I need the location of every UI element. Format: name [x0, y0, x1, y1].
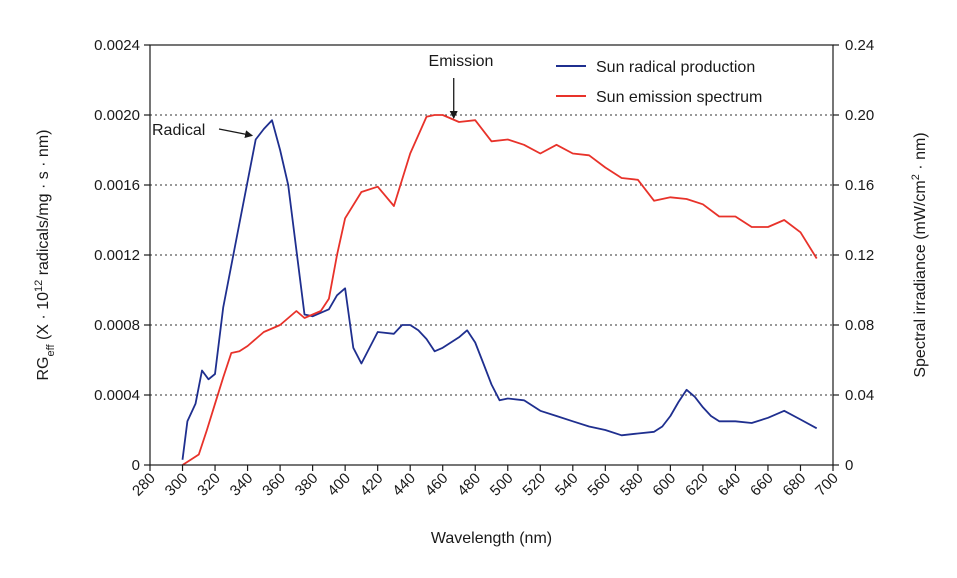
legend-label-emission: Sun emission spectrum — [596, 89, 762, 106]
y-right-tick-label: 0.16 — [845, 177, 874, 194]
x-tick-label: 340 — [227, 470, 257, 500]
y-right-tick-label: 0.12 — [845, 247, 874, 264]
x-tick-label: 420 — [357, 470, 387, 500]
x-tick-label: 620 — [682, 470, 712, 500]
x-tick-label: 320 — [194, 470, 224, 500]
y-axis-right-title: Spectral irradiance (mW/cm2 · nm) — [910, 132, 929, 377]
y-axis-left-title: RGeff (X · 1012 radicals/mg · s · nm) — [33, 130, 57, 381]
x-tick-label: 280 — [129, 470, 159, 500]
y-left-tick-label: 0.0012 — [94, 247, 140, 264]
legend-label-radical: Sun radical production — [596, 59, 755, 76]
y-left-sup: 12 — [33, 280, 45, 292]
legend: Sun radical production Sun emission spec… — [556, 59, 762, 106]
annotation-radical-arrow — [218, 128, 254, 139]
y-left-tick-label: 0.0020 — [94, 107, 140, 124]
series-layer — [181, 114, 818, 466]
y-left-tick-label: 0.0016 — [94, 177, 140, 194]
x-tick-label: 440 — [389, 470, 419, 500]
x-tick-label: 480 — [454, 470, 484, 500]
series-line-emission — [182, 114, 818, 466]
y-left-tick-label: 0 — [132, 457, 140, 474]
y-right-sup: 2 — [910, 174, 922, 180]
x-tick-label: 380 — [292, 470, 322, 500]
x-tick-label: 640 — [715, 470, 745, 500]
y-right-tick-label: 0.08 — [845, 317, 874, 334]
annotation-emission: Emission — [429, 53, 494, 119]
x-tick-label: 540 — [552, 470, 582, 500]
x-tick-label: 580 — [617, 470, 647, 500]
y-left-text-after: radicals/mg · s · nm) — [35, 130, 52, 280]
y-left-base: RG — [35, 357, 52, 381]
y-right-tick-label: 0.04 — [845, 387, 874, 404]
y-right-tick-label: 0.20 — [845, 107, 874, 124]
y-right-text: Spectral irradiance (mW/cm — [912, 180, 929, 377]
x-tick-label: 400 — [324, 470, 354, 500]
x-tick-label: 300 — [162, 470, 192, 500]
x-axis-title: Wavelength (nm) — [431, 530, 552, 547]
y-right-tick-label: 0.24 — [845, 37, 874, 54]
series-line-radical — [181, 119, 818, 460]
x-tick-label: 700 — [812, 470, 842, 500]
y-left-tick-label: 0.0024 — [94, 37, 140, 54]
annotation-radical-label: Radical — [152, 122, 205, 139]
y-left-tick-label: 0.0004 — [94, 387, 140, 404]
grid-lines — [150, 114, 833, 396]
tick-layer: 0 0.0004 0.0008 0.0012 0.0016 0.0020 0.0024 0 0.… — [94, 37, 874, 500]
x-tick-label: 360 — [259, 470, 289, 500]
y-left-tick-label: 0.0008 — [94, 317, 140, 334]
y-left-text: (X · 10 — [35, 292, 52, 345]
x-tick-label: 500 — [487, 470, 517, 500]
x-tick-label: 600 — [649, 470, 679, 500]
x-tick-label: 660 — [747, 470, 777, 500]
annotation-radical: Radical — [152, 122, 254, 139]
y-right-tick-label: 0 — [845, 457, 853, 474]
x-tick-label: 680 — [780, 470, 810, 500]
x-tick-label: 520 — [519, 470, 549, 500]
y-left-sub: eff — [45, 344, 57, 357]
y-right-text-after: · nm) — [912, 132, 929, 174]
x-tick-label: 460 — [422, 470, 452, 500]
x-tick-label: 560 — [584, 470, 614, 500]
annotation-emission-label: Emission — [429, 53, 494, 70]
